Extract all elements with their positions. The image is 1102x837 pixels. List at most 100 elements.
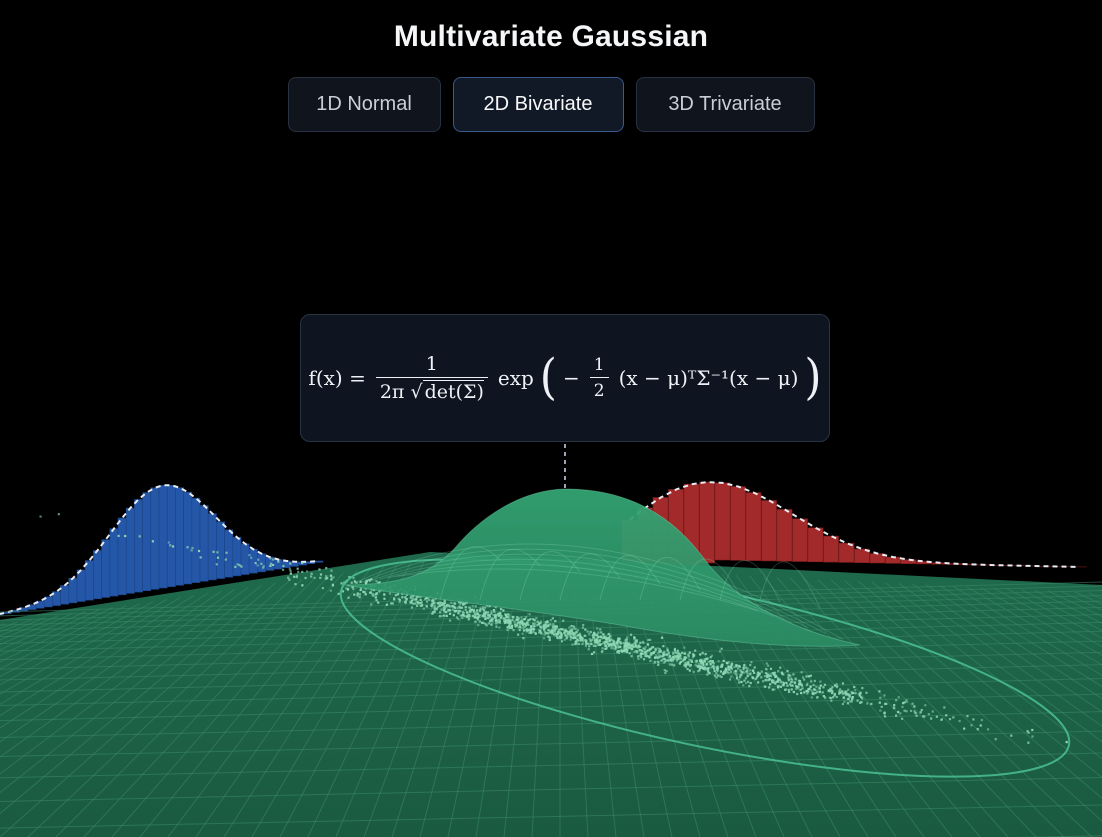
sample-point (901, 702, 905, 705)
sample-point (657, 652, 660, 655)
sample-point (660, 655, 663, 658)
sample-point (765, 668, 768, 671)
sample-point (554, 634, 557, 637)
sample-point (484, 612, 487, 615)
sample-point (485, 624, 488, 627)
sample-points (39, 513, 1068, 744)
sample-point (687, 653, 690, 656)
sample-point (647, 638, 650, 642)
sample-point (554, 626, 557, 629)
sample-point (806, 682, 809, 685)
sample-point (814, 688, 817, 692)
sample-point (584, 628, 587, 631)
sample-point (438, 602, 442, 606)
sample-point (569, 635, 572, 638)
sample-point (822, 686, 825, 689)
sample-point (602, 641, 605, 644)
sample-point (587, 648, 590, 651)
sample-point (531, 625, 534, 628)
sample-point (526, 630, 529, 633)
sample-point (1031, 728, 1034, 732)
sample-point (564, 631, 568, 634)
dimension-tabs: 1D Normal 2D Bivariate 3D Trivariate (0, 77, 1102, 132)
sample-point (373, 588, 376, 592)
sample-point (301, 561, 304, 565)
sample-point (461, 610, 465, 614)
tab-2d-bivariate[interactable]: 2D Bivariate (452, 77, 624, 132)
sample-point (772, 679, 775, 682)
left-paren: ( (539, 349, 557, 406)
sample-point (390, 602, 393, 605)
sample-point (742, 684, 745, 687)
sample-point (563, 638, 566, 641)
sample-point (749, 663, 752, 667)
sample-point (812, 684, 815, 687)
sample-point (532, 622, 535, 626)
sample-point (443, 599, 446, 602)
sample-point (828, 696, 831, 699)
sample-point (658, 654, 661, 657)
sample-point (405, 597, 408, 601)
sample-point (581, 626, 585, 629)
sample-point (663, 657, 666, 661)
sample-point (473, 613, 477, 616)
sample-point (416, 595, 420, 598)
sample-point (657, 647, 660, 650)
sample-point (699, 659, 702, 662)
sample-point (677, 657, 680, 661)
normalizer-denominator: 2π √ det(Σ) (375, 377, 488, 403)
sample-point (375, 599, 378, 602)
sample-point (841, 682, 845, 685)
sample-point (813, 688, 816, 691)
sample-point (569, 630, 572, 633)
sample-point (474, 605, 477, 608)
sample-point (810, 696, 813, 699)
sample-point (841, 702, 845, 706)
sample-point (412, 602, 415, 605)
sample-point (563, 633, 567, 636)
sample-point (378, 581, 381, 584)
sample-point (776, 678, 780, 681)
sample-point (847, 692, 850, 696)
sample-point (440, 614, 444, 618)
sample-point (972, 718, 975, 721)
sample-point (737, 664, 741, 668)
sample-point (586, 630, 589, 633)
sample-point (443, 608, 446, 612)
sample-point (438, 601, 441, 604)
sample-point (548, 629, 551, 632)
sample-point (627, 642, 630, 645)
sample-point (643, 648, 646, 651)
sample-point (684, 661, 687, 664)
sample-point (510, 625, 513, 628)
sample-point (445, 614, 448, 617)
sample-point (431, 599, 434, 602)
sample-point (796, 692, 799, 696)
sample-point (789, 683, 792, 686)
sample-point (485, 604, 488, 607)
sample-point (677, 656, 680, 659)
sample-point (472, 609, 475, 612)
sample-point (649, 647, 653, 650)
sample-point (859, 701, 862, 704)
tab-3d-trivariate[interactable]: 3D Trivariate (635, 77, 815, 132)
sample-point (425, 600, 429, 603)
sample-point (467, 618, 470, 621)
sample-point (451, 608, 455, 611)
sample-point (563, 631, 566, 635)
sample-point (254, 561, 257, 565)
normalizer-fraction: 1 2π √ det(Σ) (375, 353, 488, 403)
sample-point (911, 702, 914, 705)
sample-point (457, 609, 460, 612)
sample-point (795, 686, 798, 689)
sample-point (724, 667, 728, 670)
tab-1d-normal[interactable]: 1D Normal (287, 77, 441, 132)
sample-point (585, 642, 588, 645)
sample-point (739, 676, 742, 679)
sample-point (676, 652, 679, 655)
sample-point (458, 605, 461, 608)
sample-point (713, 669, 716, 673)
sample-point (369, 591, 373, 594)
sample-point (777, 685, 780, 688)
